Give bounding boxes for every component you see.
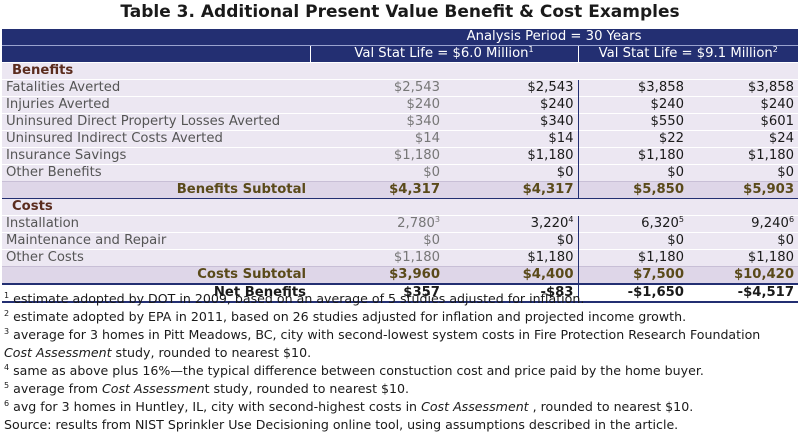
header-blank: [2, 45, 310, 63]
benefit-label: Uninsured Indirect Costs Averted: [2, 130, 310, 148]
benefit-value: $2,543: [444, 79, 578, 97]
costs-subtotal-value: $10,420: [688, 266, 799, 284]
benefit-label: Fatalities Averted: [2, 79, 310, 97]
benefit-value: $0: [444, 164, 578, 182]
footnotes: 1 estimate adopted by DOT in 2009, based…: [4, 290, 796, 434]
benefit-value: $240: [688, 96, 799, 114]
net-benefits-row: Net Benefits $357 -$83 -$1,650 -$4,517: [2, 283, 799, 303]
costs-subtotal-label: Costs Subtotal: [2, 266, 310, 284]
cost-value: $1,180: [577, 249, 688, 267]
cost-row: Maintenance and Repair $0 $0 $0 $0: [2, 232, 799, 250]
benefit-value: $24: [688, 130, 799, 148]
footnote-5: 5 average from Cost Assessment study, ro…: [4, 381, 410, 396]
benefit-row: Fatalities Averted $2,543 $2,543 $3,858 $3,8…: [2, 79, 799, 97]
costs-subtotal-value: $4,400: [444, 266, 578, 284]
cost-row: Installation 2,7803 3,2204 6,3205 9,2406: [2, 215, 799, 233]
section-benefits: Benefits: [2, 62, 799, 80]
cost-row: Other Costs $1,180 $1,180 $1,180 $1,180: [2, 249, 799, 267]
benefit-value: $601: [688, 113, 799, 131]
benefit-value: $1,180: [310, 147, 444, 165]
cost-value: $0: [310, 232, 444, 250]
benefit-row: Uninsured Indirect Costs Averted $14 $14 $2…: [2, 130, 799, 148]
header-blank: [2, 29, 310, 46]
footnote-3: 3 average for 3 homes in Pitt Meadows, B…: [4, 327, 761, 360]
cost-rows: Installation 2,7803 3,2204 6,3205 9,2406 Main…: [2, 215, 799, 267]
benefit-value: $14: [310, 130, 444, 148]
vsl-header-2: Val Stat Life = $9.1 Million2: [577, 45, 799, 63]
analysis-period-header: Analysis Period = 30 Years: [310, 29, 799, 46]
benefit-value: $0: [688, 164, 799, 182]
cost-label: Other Costs: [2, 249, 310, 267]
benefits-subtotal-value: $4,317: [444, 181, 578, 199]
benefit-value: $22: [577, 130, 688, 148]
benefit-label: Injuries Averted: [2, 96, 310, 114]
benefit-value: $240: [310, 96, 444, 114]
cost-label: Maintenance and Repair: [2, 232, 310, 250]
benefit-value: $0: [310, 164, 444, 182]
costs-subtotal-value: $7,500: [577, 266, 688, 284]
cost-value: $1,180: [444, 249, 578, 267]
table-title: Table 3. Additional Present Value Benefi…: [120, 2, 680, 22]
benefit-label: Uninsured Direct Property Losses Averted: [2, 113, 310, 131]
header-row-analysis: Analysis Period = 30 Years: [2, 29, 799, 46]
section-heading-costs: Costs: [2, 198, 799, 216]
cost-value: $0: [444, 232, 578, 250]
net-benefits-value: -$1,650: [577, 283, 688, 303]
vsl-header-1: Val Stat Life = $6.0 Million1: [309, 45, 578, 63]
benefit-value: $1,180: [577, 147, 688, 165]
benefit-row: Insurance Savings $1,180 $1,180 $1,180 $1,18…: [2, 147, 799, 165]
benefit-value: $14: [444, 130, 578, 148]
benefits-subtotal-label: Benefits Subtotal: [2, 181, 310, 199]
cost-label: Installation: [2, 215, 310, 233]
costs-subtotal-value: $3,960: [310, 266, 444, 284]
benefit-cost-table: Analysis Period = 30 Years Val Stat Life…: [2, 29, 799, 303]
benefit-value: $340: [310, 113, 444, 131]
benefit-value: $0: [577, 164, 688, 182]
benefit-value: $1,180: [688, 147, 799, 165]
benefit-rows: Fatalities Averted $2,543 $2,543 $3,858 $3,8…: [2, 79, 799, 182]
net-benefits-value: $357: [310, 283, 444, 303]
benefits-subtotal-value: $4,317: [310, 181, 444, 199]
section-heading-benefits: Benefits: [2, 62, 799, 80]
benefit-value: $1,180: [444, 147, 578, 165]
cost-value: 9,2406: [688, 215, 799, 233]
cost-value: $1,180: [688, 249, 799, 267]
net-benefits-label: Net Benefits: [2, 283, 310, 303]
benefit-label: Other Benefits: [2, 164, 310, 182]
benefit-row: Uninsured Direct Property Losses Averted…: [2, 113, 799, 131]
cost-value: $1,180: [310, 249, 444, 267]
benefit-value: $2,543: [310, 79, 444, 97]
benefit-value: $340: [444, 113, 578, 131]
cost-value: $0: [577, 232, 688, 250]
header-row-vsl: Val Stat Life = $6.0 Million1 Val Stat L…: [2, 45, 799, 63]
benefit-value: $3,858: [688, 79, 799, 97]
costs-subtotal-row: Costs Subtotal $3,960 $4,400 $7,500 $10,…: [2, 266, 799, 284]
footnote-2: 2 estimate adopted by EPA in 2011, based…: [4, 309, 687, 324]
cost-value: 6,3205: [577, 215, 688, 233]
benefits-subtotal-value: $5,850: [577, 181, 688, 199]
footnote-1: 1 estimate adopted by DOT in 2009, based…: [4, 291, 585, 306]
footnote-4: 4 same as above plus 16%—the typical dif…: [4, 363, 704, 378]
cost-value: 3,2204: [444, 215, 578, 233]
section-costs: Costs: [2, 198, 799, 216]
benefit-value: $550: [577, 113, 688, 131]
cost-value: 2,7803: [310, 215, 444, 233]
benefit-label: Insurance Savings: [2, 147, 310, 165]
benefit-row: Other Benefits $0 $0 $0 $0: [2, 164, 799, 182]
benefit-value: $3,858: [577, 79, 688, 97]
source-note: Source: results from NIST Sprinkler Use …: [4, 417, 679, 432]
benefits-subtotal-value: $5,903: [688, 181, 799, 199]
benefit-value: $240: [577, 96, 688, 114]
cost-value: $0: [688, 232, 799, 250]
benefits-subtotal-row: Benefits Subtotal $4,317 $4,317 $5,850 $…: [2, 181, 799, 199]
footnote-6: 6 avg for 3 homes in Huntley, IL, city w…: [4, 399, 694, 414]
benefit-row: Injuries Averted $240 $240 $240 $240: [2, 96, 799, 114]
benefit-value: $240: [444, 96, 578, 114]
net-benefits-value: -$83: [444, 283, 578, 303]
net-benefits-value: -$4,517: [688, 283, 799, 303]
